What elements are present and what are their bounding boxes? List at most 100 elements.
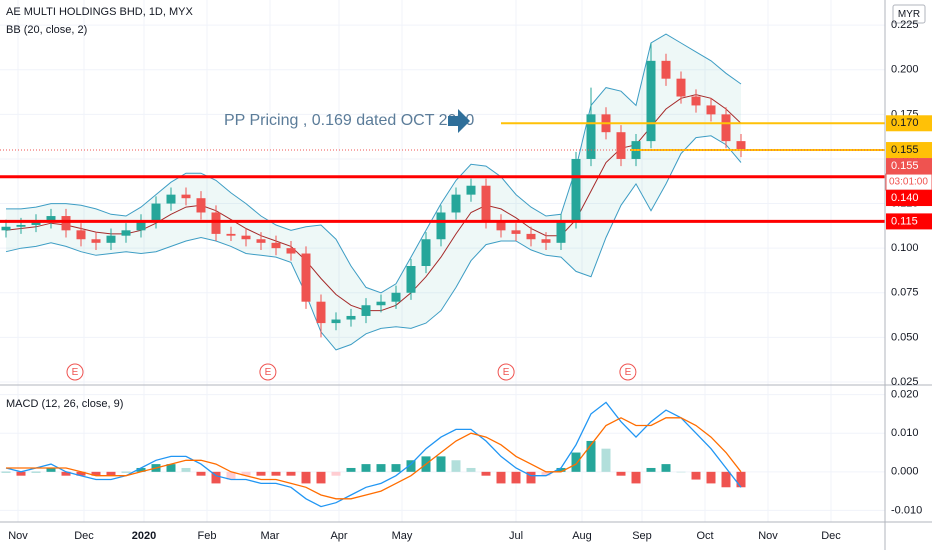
candle-body <box>481 185 491 222</box>
x-tick-label: Aug <box>572 530 592 542</box>
histogram-bar <box>106 471 116 476</box>
candle-body <box>241 235 251 240</box>
chart-title: AE MULTI HOLDINGS BHD, 1D, MYX <box>6 6 193 18</box>
candle-body <box>151 203 161 222</box>
candle-body <box>46 216 56 222</box>
price-label: 0.155 <box>891 144 919 156</box>
price-label-box <box>886 142 932 159</box>
signal-line <box>6 417 742 500</box>
candle-body <box>451 194 461 213</box>
histogram-bar <box>406 460 416 472</box>
candle-body <box>91 239 101 243</box>
histogram-bar <box>196 471 206 476</box>
candle-body <box>121 230 131 236</box>
histogram-bar <box>556 467 566 472</box>
histogram-bar <box>451 460 461 472</box>
candle-body <box>31 221 41 225</box>
currency-button[interactable] <box>892 4 926 24</box>
histogram-bar <box>316 471 326 484</box>
countdown: 03:01:00 <box>889 177 928 188</box>
price-label: 0.170 <box>891 117 919 129</box>
histogram-bar <box>31 471 41 473</box>
candle-body <box>586 114 596 159</box>
candle-body <box>556 221 566 243</box>
annotation-arrow <box>448 109 470 133</box>
candle-body <box>211 212 221 234</box>
histogram-bar <box>91 471 101 476</box>
event-marker <box>619 363 637 381</box>
candle-body <box>706 105 716 115</box>
axis-labels: Nov Dec 2020 Feb Mar Apr May Jul Aug Sep Oct Nov Dec… <box>8 19 932 542</box>
histogram-bar <box>496 471 506 484</box>
x-tick-label: Dec <box>74 530 94 542</box>
candle-body <box>286 248 296 254</box>
x-tick-label: 2020 <box>132 530 156 542</box>
candle-body <box>376 301 386 306</box>
histogram-bar <box>436 456 446 472</box>
annotation: PP Pricing , 0.169 dated OCT 2020 <box>224 112 474 129</box>
candle-body <box>541 239 551 243</box>
histogram-bar <box>331 471 341 476</box>
candle-body <box>361 305 371 316</box>
candle-body <box>106 235 116 243</box>
x-tick-label: Jul <box>509 530 523 542</box>
histogram-bar <box>256 471 266 476</box>
histogram-bar <box>391 464 401 472</box>
histogram-bar <box>721 471 731 488</box>
histogram-bar <box>226 471 236 480</box>
price-label: 0.155 <box>891 160 919 172</box>
y-tick-label: 0.200 <box>891 64 919 76</box>
candle-body <box>421 239 431 267</box>
candle-body <box>136 221 146 231</box>
grid <box>0 0 885 522</box>
candle-body <box>76 230 86 240</box>
x-tick-label: May <box>392 530 413 542</box>
histogram-bar <box>241 471 251 476</box>
x-tick-label: Mar <box>261 530 280 542</box>
candle-body <box>346 315 356 320</box>
candle-body <box>256 239 266 243</box>
histogram-bar <box>481 471 491 476</box>
candle-body <box>676 78 686 97</box>
candle-body <box>1 226 11 231</box>
currency-label[interactable]: MYR <box>898 9 920 20</box>
candle-body <box>226 233 236 236</box>
indicator-label: BB (20, close, 2) <box>6 24 87 36</box>
candle-body <box>331 319 341 324</box>
histogram-bar <box>661 464 671 472</box>
histogram-bar <box>466 467 476 472</box>
y-tick-label: 0.020 <box>891 389 919 401</box>
candle-body <box>736 141 746 151</box>
histogram-bar <box>301 471 311 484</box>
histogram-bar <box>526 471 536 484</box>
price-label-box <box>886 190 932 207</box>
candle-body <box>646 60 656 142</box>
histogram-bar <box>601 448 611 472</box>
candle-body <box>436 212 446 240</box>
histogram-bar <box>691 471 701 480</box>
y-tick-label: 0.000 <box>891 466 919 478</box>
price-label-box <box>886 213 932 230</box>
candle-body <box>616 132 626 159</box>
candle-body <box>661 60 671 79</box>
histogram-bar <box>646 467 656 472</box>
event-marker <box>497 363 515 381</box>
x-tick-label: Nov <box>758 530 778 542</box>
candle-body <box>16 224 26 227</box>
histogram-bar <box>76 471 86 476</box>
histogram-bar <box>616 471 626 476</box>
histogram-bar <box>736 471 746 488</box>
macd-label: MACD (12, 26, close, 9) <box>6 398 123 410</box>
candle-body <box>691 96 701 106</box>
histogram-bar <box>136 467 146 472</box>
x-tick-label: Dec <box>821 530 841 542</box>
x-tick-label: Oct <box>696 530 713 542</box>
event-marker <box>66 363 84 381</box>
histogram-bar <box>706 471 716 484</box>
candle-body <box>196 198 206 213</box>
candle-body <box>466 185 476 195</box>
y-tick-label: 0.100 <box>891 242 919 254</box>
histogram-bar <box>631 471 641 484</box>
y-tick-label: 0.025 <box>891 376 919 388</box>
